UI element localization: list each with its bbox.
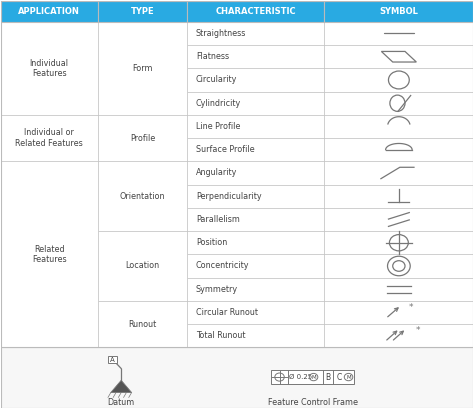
Text: Angularity: Angularity	[196, 169, 237, 178]
Text: Perpendicularity: Perpendicularity	[196, 192, 262, 201]
Bar	[98, 231, 187, 301]
Text: Ø 0.25: Ø 0.25	[289, 374, 312, 380]
Text: Runout: Runout	[128, 319, 156, 328]
Bar	[187, 254, 324, 278]
Bar	[324, 301, 474, 324]
Bar	[0, 1, 474, 347]
Text: Datum: Datum	[108, 398, 135, 407]
Bar	[324, 324, 474, 347]
Text: Circular Runout: Circular Runout	[196, 308, 258, 317]
Bar	[324, 92, 474, 115]
Bar	[187, 301, 324, 324]
Text: Form: Form	[132, 64, 153, 73]
Bar	[0, 1, 98, 22]
Bar	[0, 162, 98, 347]
Bar	[324, 22, 474, 45]
Bar	[187, 208, 324, 231]
Text: Concentricity: Concentricity	[196, 261, 249, 270]
Text: Surface Profile: Surface Profile	[196, 145, 255, 154]
Bar	[187, 184, 324, 208]
Text: Individual or
Related Features: Individual or Related Features	[15, 128, 83, 148]
Bar	[187, 115, 324, 138]
Text: Straightness: Straightness	[196, 29, 246, 38]
Bar	[324, 278, 474, 301]
Text: Profile: Profile	[130, 134, 155, 143]
Text: Location: Location	[126, 261, 160, 270]
Bar	[187, 92, 324, 115]
Text: Line Profile: Line Profile	[196, 122, 240, 131]
Bar	[98, 115, 187, 162]
Text: SYMBOL: SYMBOL	[379, 7, 419, 16]
Text: *: *	[416, 326, 420, 335]
Text: C: C	[337, 373, 342, 382]
Text: Total Runout: Total Runout	[196, 331, 246, 340]
Text: Circularity: Circularity	[196, 76, 237, 85]
Text: Individual
Features: Individual Features	[30, 58, 69, 78]
Text: M: M	[311, 375, 316, 380]
Text: APPLICATION: APPLICATION	[18, 7, 80, 16]
Bar	[324, 1, 474, 22]
Bar	[187, 324, 324, 347]
Text: Orientation: Orientation	[120, 192, 165, 201]
Text: CHARACTERISTIC: CHARACTERISTIC	[216, 7, 296, 16]
Bar	[187, 45, 324, 68]
Bar	[324, 231, 474, 254]
Polygon shape	[111, 380, 132, 393]
Bar	[98, 22, 187, 115]
Bar	[324, 184, 474, 208]
Text: Cylindricity: Cylindricity	[196, 99, 241, 108]
Bar	[187, 138, 324, 162]
Bar	[108, 356, 118, 363]
Bar	[187, 162, 324, 184]
Text: *: *	[409, 303, 413, 312]
Text: Flatness: Flatness	[196, 52, 229, 61]
Bar	[187, 22, 324, 45]
Bar	[324, 138, 474, 162]
Text: Feature Control Frame: Feature Control Frame	[268, 398, 357, 407]
Bar	[324, 162, 474, 184]
Text: Parallelism: Parallelism	[196, 215, 240, 224]
Bar	[324, 45, 474, 68]
Text: M: M	[346, 375, 351, 380]
Bar	[324, 115, 474, 138]
Bar	[0, 347, 474, 408]
Bar	[0, 115, 98, 162]
Bar	[98, 162, 187, 231]
Text: A: A	[110, 357, 115, 362]
Bar	[0, 22, 98, 115]
Text: B: B	[326, 373, 331, 382]
Bar	[324, 254, 474, 278]
Text: Position: Position	[196, 238, 227, 247]
Bar	[324, 68, 474, 92]
Bar	[98, 301, 187, 347]
Bar	[187, 231, 324, 254]
Bar	[187, 1, 324, 22]
Bar	[187, 68, 324, 92]
Bar	[98, 1, 187, 22]
Text: TYPE: TYPE	[131, 7, 155, 16]
Bar	[187, 278, 324, 301]
Text: Related
Features: Related Features	[32, 245, 66, 264]
Bar	[271, 370, 354, 384]
Text: Symmetry: Symmetry	[196, 285, 238, 294]
Bar	[324, 208, 474, 231]
